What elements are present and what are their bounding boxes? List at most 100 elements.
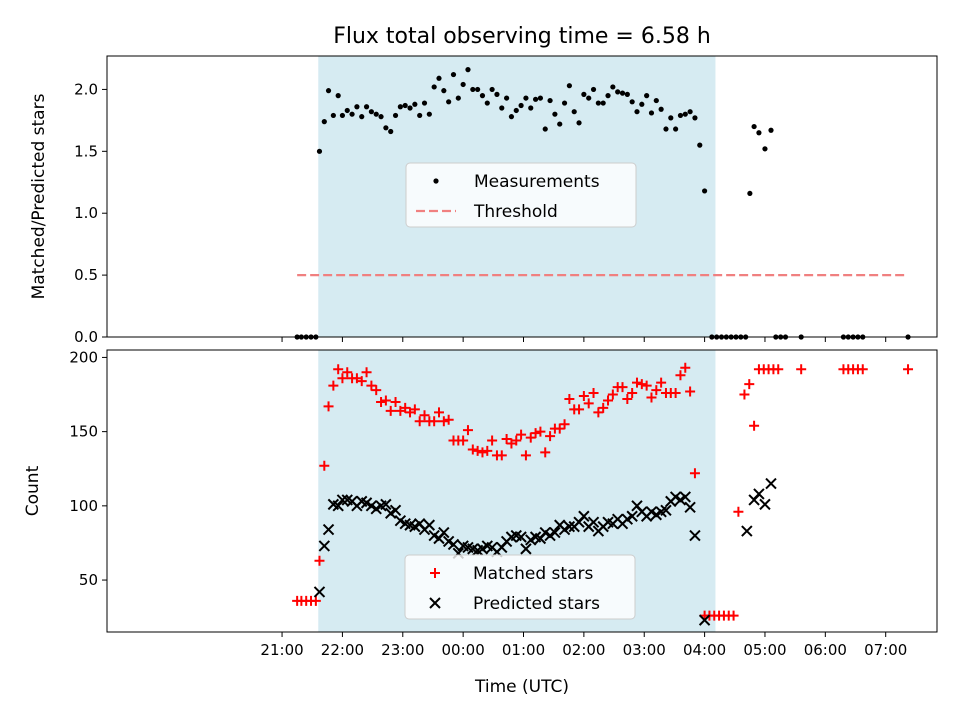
- chart-title: Flux total observing time = 6.58 h: [333, 24, 711, 49]
- predicted-star-point: [389, 504, 402, 517]
- x-tick-label: 02:00: [562, 641, 605, 659]
- measurement-point: [523, 95, 529, 101]
- measurement-point: [768, 127, 774, 133]
- measurement-point: [557, 121, 563, 127]
- measurement-point: [383, 125, 389, 131]
- matched-star-point: [438, 416, 449, 427]
- measurement-point: [576, 120, 582, 126]
- x-tick-label: 21:00: [260, 641, 303, 659]
- predicted-star-point: [765, 477, 777, 490]
- y-tick-label: 1.5: [74, 142, 98, 160]
- matched-star-point: [434, 407, 444, 418]
- predicted-star-point: [447, 538, 460, 551]
- measurement-point: [470, 86, 476, 93]
- measurement-point: [460, 81, 466, 88]
- measurement-point: [412, 101, 418, 107]
- predicted-star-point: [679, 491, 691, 503]
- predicted-star-point: [626, 510, 638, 522]
- matched-star-point: [540, 447, 551, 458]
- matched-star-point: [409, 404, 420, 415]
- matched-star-point: [564, 393, 575, 404]
- matched-star-point: [487, 435, 498, 446]
- measurement-point: [455, 95, 461, 101]
- top-panel-ratio: 0.0 0.5 1.0 1.5 2.0 Matched/Predicted stars Me…: [29, 55, 938, 346]
- matched-star-point: [641, 380, 652, 391]
- legend-marker-measurements: [433, 178, 439, 184]
- legend-marker-predicted: [429, 597, 441, 609]
- measurement-point: [663, 126, 669, 132]
- matched-star-point: [525, 432, 536, 443]
- measurement-point: [489, 86, 495, 93]
- measurement-point: [653, 97, 659, 104]
- predicted-star-point: [336, 494, 349, 506]
- matched-star-point: [342, 367, 353, 378]
- matched-star-point: [356, 376, 367, 387]
- y-tick-label: 100: [69, 497, 98, 515]
- measurement-point: [648, 110, 655, 116]
- matched-star-point: [593, 407, 604, 418]
- measurement-point: [615, 89, 621, 95]
- matched-star-point: [511, 435, 522, 446]
- matched-star-point: [414, 416, 425, 427]
- measurement-point: [561, 100, 568, 106]
- y-tick-label: 0.5: [74, 266, 98, 284]
- x-tick-label: 00:00: [442, 641, 485, 659]
- matched-star-point: [607, 389, 618, 400]
- matched-star-point: [651, 385, 662, 396]
- measurement-point: [363, 104, 370, 110]
- measurement-point: [673, 126, 679, 132]
- matched-star-point: [689, 468, 700, 479]
- y-tick-label: 0.0: [74, 328, 98, 346]
- measurement-point: [316, 148, 323, 154]
- measurement-point: [532, 96, 539, 102]
- measurement-point: [344, 107, 350, 114]
- matched-star-point: [685, 386, 696, 397]
- predicted-star-point: [515, 531, 527, 543]
- matched-star-point: [535, 426, 546, 437]
- matched-star-point: [739, 389, 750, 400]
- matched-star-point: [656, 377, 667, 388]
- measurement-point: [479, 93, 486, 99]
- measurement-point: [682, 111, 688, 117]
- measurement-point: [677, 112, 684, 119]
- measurement-point: [751, 123, 757, 130]
- measurement-point: [605, 93, 611, 99]
- measurement-point: [687, 109, 693, 115]
- measurement-point: [359, 114, 365, 120]
- measurement-point: [639, 101, 645, 107]
- matched-star-point: [627, 388, 638, 399]
- measurement-point: [595, 100, 601, 106]
- matched-star-point: [520, 450, 531, 461]
- predicted-star-point: [759, 498, 771, 511]
- measurement-point: [421, 100, 428, 106]
- y-axis-label: Matched/Predicted stars: [29, 93, 49, 299]
- x-tick-label: 07:00: [864, 641, 907, 659]
- matched-star-point: [670, 388, 681, 399]
- measurement-point: [349, 111, 355, 117]
- predicted-star-point: [741, 525, 753, 537]
- measurement-point: [586, 95, 592, 101]
- predicted-star-point: [689, 529, 701, 542]
- matched-star-point: [376, 396, 387, 407]
- matched-star-point: [583, 398, 594, 409]
- predicted-star-point: [322, 523, 335, 536]
- matched-star-point: [749, 420, 760, 431]
- measurement-point: [446, 99, 452, 105]
- legend-box: [405, 162, 637, 228]
- matched-star-point: [319, 460, 330, 471]
- measurement-point: [629, 99, 635, 105]
- measurement-point: [417, 112, 423, 119]
- matched-star-point: [366, 380, 377, 391]
- axes-frame: [106, 349, 938, 633]
- matched-star-point: [603, 395, 614, 406]
- matched-star-point: [617, 382, 628, 393]
- x-tick-label: 01:00: [502, 641, 545, 659]
- measurement-point: [508, 114, 515, 120]
- matched-star-point: [733, 506, 744, 517]
- matched-star-point: [675, 370, 686, 381]
- bottom-panel-counts: 50 100 150 200 21:00 22:00 23:00 00:00 01:00 02:0…: [23, 348, 938, 697]
- matched-star-point: [646, 392, 657, 403]
- measurement-point: [335, 93, 341, 99]
- legend-label: Predicted stars: [473, 594, 600, 614]
